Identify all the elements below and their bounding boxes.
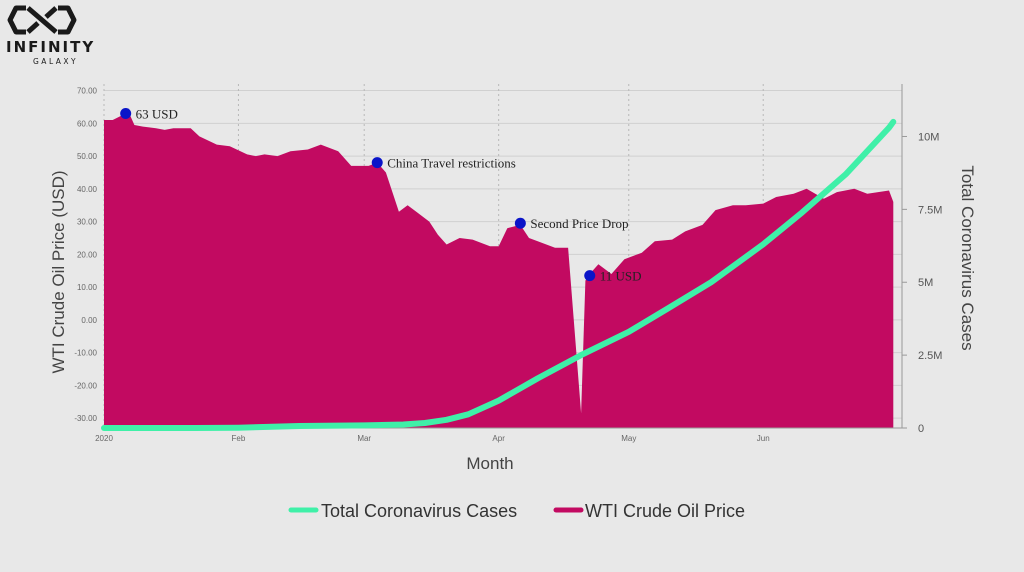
y-axis-title: WTI Crude Oil Price (USD) xyxy=(49,170,68,373)
logo-subtitle: GALAXY xyxy=(33,57,79,66)
y-tick-label: -20.00 xyxy=(74,381,97,390)
annotation-label: Second Price Drop xyxy=(530,216,628,231)
y-tick-label: 40.00 xyxy=(77,185,98,194)
y2-tick-label: 7.5M xyxy=(918,204,942,216)
annotation-marker xyxy=(120,107,132,119)
cases-line xyxy=(101,118,897,431)
oil-price-area-layer xyxy=(104,113,894,428)
x-tick-label: 2020 xyxy=(95,434,113,443)
x-axis-title: Month xyxy=(466,454,513,473)
infinity-galaxy-logo: INFINITY GALAXY xyxy=(0,0,96,78)
y-tick-label: 20.00 xyxy=(77,250,98,259)
x-tick-label: Apr xyxy=(492,434,505,443)
oil-price-area xyxy=(104,113,894,428)
infinity-logo-icon xyxy=(7,5,77,35)
y-tick-label: 70.00 xyxy=(77,87,98,96)
y2-tick-label: 5M xyxy=(918,277,933,289)
y-tick-label: -10.00 xyxy=(74,349,97,358)
y-tick-label: 60.00 xyxy=(77,119,98,128)
y2-tick-label: 2.5M xyxy=(918,350,942,362)
y-tick-label: 30.00 xyxy=(77,218,98,227)
x-tick-label: Jun xyxy=(757,434,770,443)
y-tick-label: 50.00 xyxy=(77,152,98,161)
annotation-marker xyxy=(584,270,596,282)
legend-label-cases: Total Coronavirus Cases xyxy=(321,501,517,521)
annotation-marker xyxy=(514,217,526,229)
annotation-marker xyxy=(371,157,383,169)
cases-line-layer xyxy=(101,118,897,431)
y-tick-label: 0.00 xyxy=(81,316,97,325)
logo-name: INFINITY xyxy=(6,38,96,56)
legend: Total Coronavirus Cases WTI Crude Oil Pr… xyxy=(288,501,745,521)
annotation-label: 11 USD xyxy=(600,269,642,284)
annotation-label: China Travel restrictions xyxy=(387,156,516,171)
y-tick-label: 10.00 xyxy=(77,283,98,292)
y-tick-label: -30.00 xyxy=(74,414,97,423)
x-tick-label: May xyxy=(621,434,636,443)
x-tick-label: Mar xyxy=(357,434,371,443)
y2-tick-label: 0 xyxy=(918,423,924,435)
y2-tick-label: 10M xyxy=(918,131,939,143)
legend-label-oil: WTI Crude Oil Price xyxy=(585,501,745,521)
y2-axis-title: Total Coronavirus Cases xyxy=(958,165,977,350)
annotation-label: 63 USD xyxy=(136,106,178,121)
annotations: 63 USD China Travel restrictions Second Pr… xyxy=(120,106,642,284)
x-tick-label: Feb xyxy=(232,434,246,443)
